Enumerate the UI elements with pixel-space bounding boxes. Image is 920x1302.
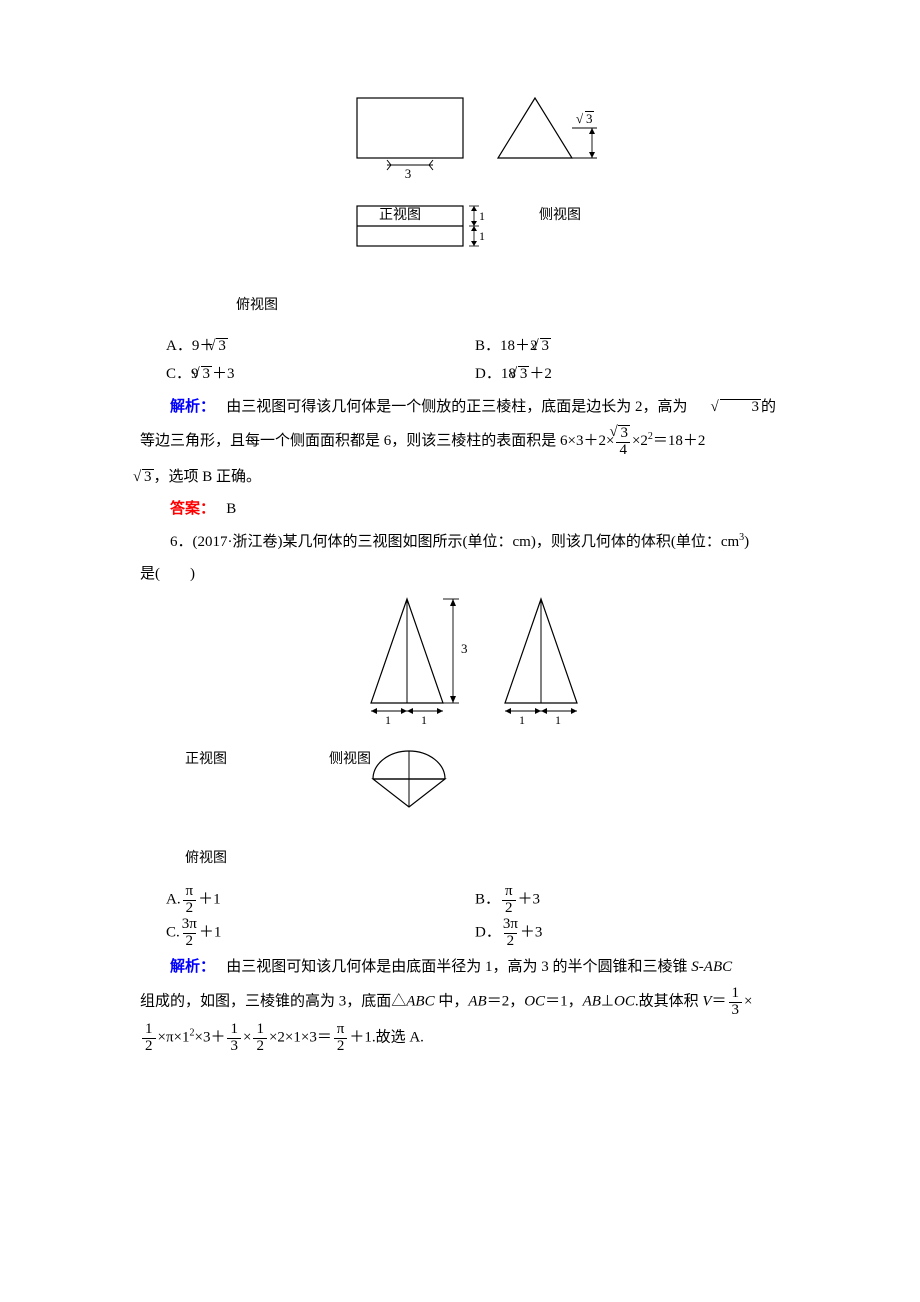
- q5-front-label: 正视图: [347, 201, 453, 228]
- q6-front-label: 正视图: [166, 745, 246, 772]
- q6-figure: 3 1 1 1 1 正视图 侧视图 俯视图: [140, 593, 810, 871]
- q5-views-svg: 3 √ 3 1 1: [345, 94, 605, 264]
- q6-choice-C: C.3π2＋1: [140, 917, 475, 950]
- q5-top-label: 俯视图: [204, 291, 310, 318]
- svg-text:√: √: [576, 111, 584, 126]
- q5-analysis-line3: 3，选项 B 正确。: [140, 463, 810, 492]
- q6-choices: A.π2＋1 B．π2＋3 C.3π2＋1 D．3π2＋3: [140, 884, 810, 949]
- q5-side-dim: 3: [586, 111, 593, 126]
- q5-side-label: 侧视图: [517, 201, 603, 228]
- q6-analysis-line1: 解析： 由三视图可知该几何体是由底面半径为 1，高为 3 的半个圆锥和三棱锥 S…: [140, 953, 810, 982]
- q5-front-dim: 3: [405, 166, 412, 181]
- q5-choice-D: D．183＋2: [475, 360, 810, 389]
- q6-stem-line2: 是( ): [140, 560, 810, 589]
- q5-analysis-line2: 等边三角形，且每一个侧面面积都是 6，则该三棱柱的表面积是 6×3＋2×34×2…: [140, 425, 810, 459]
- svg-text:1: 1: [385, 713, 391, 727]
- q5-analysis-line1: 解析： 由三视图可得该几何体是一个侧放的正三棱柱，底面是边长为 2，高为3的: [140, 393, 810, 422]
- q6-choice-D: D．3π2＋3: [475, 917, 810, 950]
- q6-top-label: 俯视图: [166, 844, 246, 871]
- q6-analysis-line3: 12×π×12×3＋13×12×2×1×3＝π2＋1.故选 A.: [140, 1022, 810, 1055]
- answer-label: 答案：: [170, 501, 215, 517]
- svg-text:1: 1: [555, 713, 561, 727]
- q6-choice-A: A.π2＋1: [140, 884, 475, 917]
- q5-answer: 答案： B: [140, 495, 810, 524]
- svg-text:1: 1: [519, 713, 525, 727]
- q5-choice-A: A．9＋3: [140, 332, 475, 361]
- q5-choice-B: B．18＋23: [475, 332, 810, 361]
- q6-analysis-line2: 组成的，如图，三棱锥的高为 3，底面△ABC 中，AB＝2，OC＝1，AB⊥OC…: [140, 986, 810, 1019]
- q5-top-dim1: 1: [479, 209, 485, 223]
- q6-stem-line1: 6．(2017·浙江卷)某几何体的三视图如图所示(单位：cm)，则该几何体的体积…: [140, 528, 810, 557]
- q6-side-label: 侧视图: [310, 745, 390, 772]
- svg-text:1: 1: [421, 713, 427, 727]
- q6-views-svg: 3 1 1 1 1: [345, 593, 605, 813]
- q6-choice-B: B．π2＋3: [475, 884, 810, 917]
- q5-choices: A．9＋3 B．18＋23 C．93＋3 D．183＋2: [140, 332, 810, 389]
- analysis-label: 解析：: [170, 959, 215, 975]
- q5-figure: 3 √ 3 1 1 正视图 侧视图 俯视图: [140, 94, 810, 318]
- svg-text:3: 3: [461, 641, 468, 656]
- analysis-label: 解析：: [170, 399, 215, 415]
- q5-choice-C: C．93＋3: [140, 360, 475, 389]
- q5-top-dim2: 1: [479, 229, 485, 243]
